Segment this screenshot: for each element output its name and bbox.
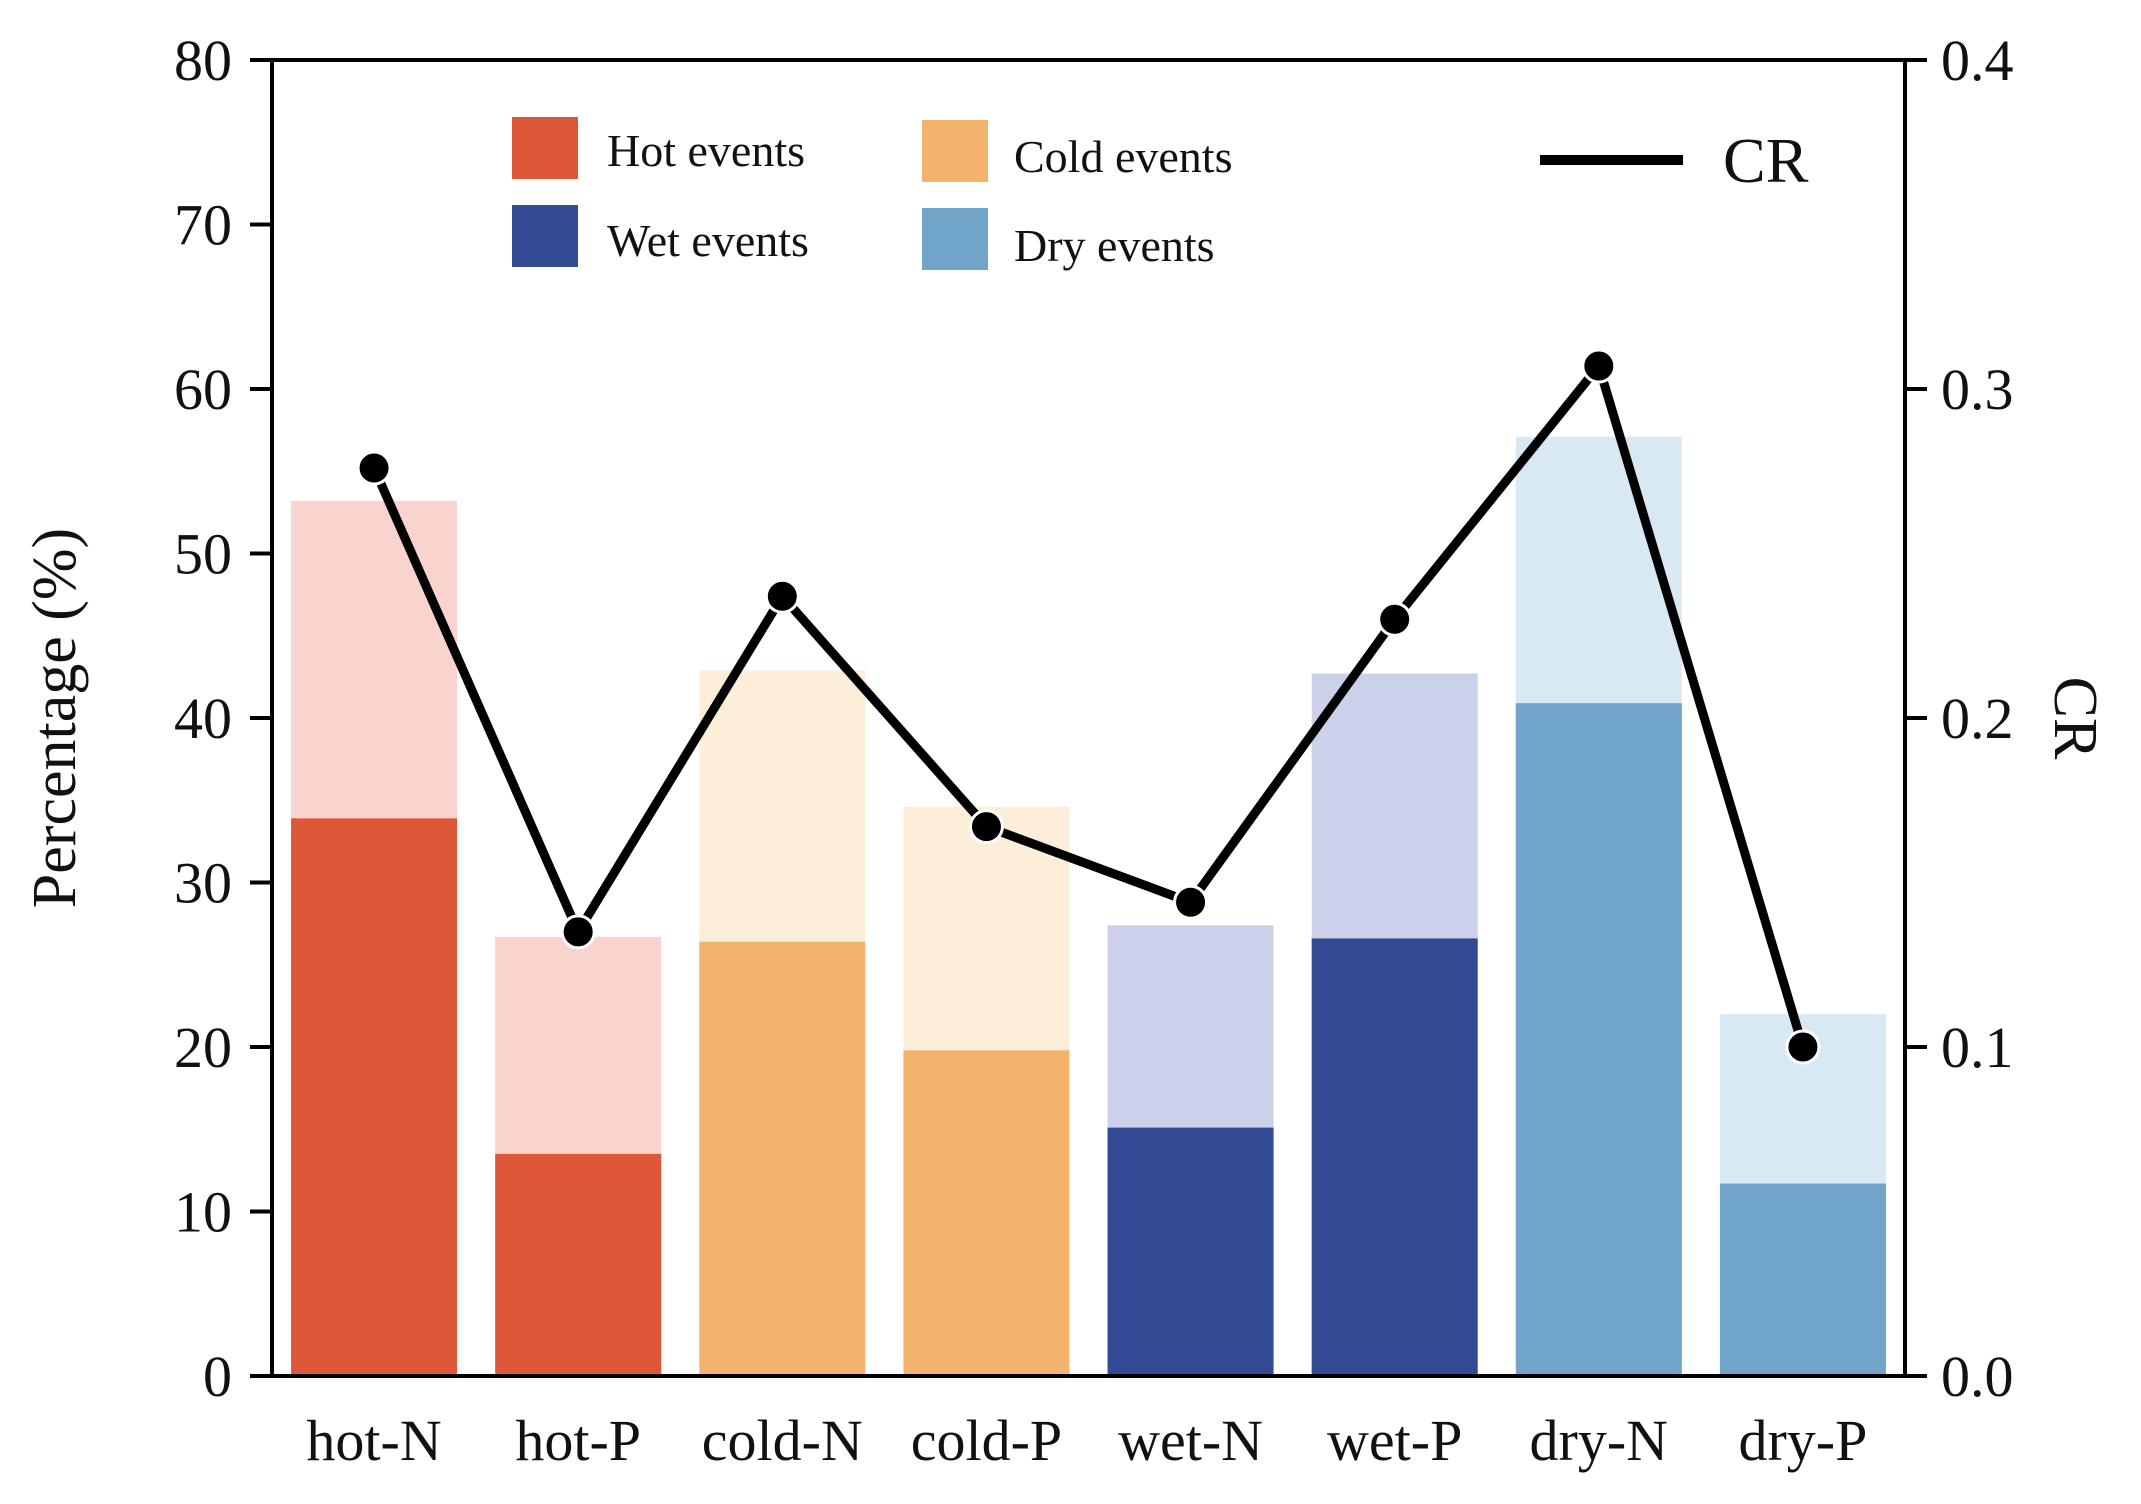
y2-tick-label: 0.1 (1941, 1015, 2014, 1080)
y-tick-label: 30 (174, 851, 232, 916)
y-axis-title: Percentage (%) (21, 528, 89, 908)
y-tick-label: 0 (203, 1344, 232, 1409)
cr-point-hot-P (560, 914, 596, 950)
legend-label-dry: Dry events (1014, 220, 1215, 271)
x-tick-label: wet-N (1118, 1408, 1263, 1473)
right-axis: 0.0 0.1 0.2 0.3 0.4 (1905, 28, 2014, 1409)
cr-point-dry-N (1581, 348, 1617, 384)
cr-point-dry-P (1785, 1029, 1821, 1065)
legend-swatch-dry (922, 208, 988, 270)
bar-compound-wet-N (1107, 1127, 1274, 1376)
cr-point-cold-N (764, 578, 800, 614)
legend: Hot events Cold events Wet events Dry ev… (512, 117, 1809, 271)
x-tick-label: hot-N (306, 1408, 441, 1473)
bar-compound-wet-P (1311, 938, 1478, 1376)
cr-point-wet-N (1173, 884, 1209, 920)
bar-compound-dry-N (1515, 703, 1682, 1376)
x-tick-label: dry-N (1530, 1408, 1669, 1473)
y-tick-label: 60 (174, 357, 232, 422)
cr-line (369, 361, 1808, 1049)
cr-point-wet-P (1377, 601, 1413, 637)
x-tick-label: cold-P (911, 1408, 1062, 1473)
y-tick-label: 20 (174, 1015, 232, 1080)
legend-swatch-cold (922, 120, 988, 182)
cr-line-series (356, 348, 1821, 1065)
x-tick-label: dry-P (1738, 1408, 1867, 1473)
x-tick-label: hot-P (515, 1408, 641, 1473)
x-tick-label: cold-N (702, 1408, 863, 1473)
y2-tick-label: 0.2 (1941, 686, 2014, 751)
y2-tick-label: 0.3 (1941, 357, 2014, 422)
legend-label-wet: Wet events (607, 215, 809, 266)
x-axis: hot-N hot-P cold-N cold-P wet-N wet-P dry-N dry… (306, 1408, 1867, 1473)
dark-bars (291, 703, 1886, 1376)
legend-swatch-hot (512, 117, 578, 179)
y2-tick-label: 0.0 (1941, 1344, 2014, 1409)
x-tick-label: wet-P (1327, 1408, 1462, 1473)
y2-axis-title: CR (2041, 677, 2109, 760)
cr-point-hot-N (356, 450, 392, 486)
y2-tick-label: 0.4 (1941, 28, 2014, 93)
legend-label-hot: Hot events (607, 125, 805, 176)
y-tick-label: 80 (174, 28, 232, 93)
y-tick-label: 70 (174, 193, 232, 258)
left-axis: 0 10 20 30 40 50 60 70 80 (174, 28, 272, 1409)
legend-swatch-wet (512, 205, 578, 267)
y-tick-label: 40 (174, 686, 232, 751)
bar-compound-dry-P (1719, 1183, 1886, 1376)
legend-label-cr: CR (1723, 125, 1809, 196)
bar-compound-hot-P (495, 1153, 662, 1376)
bar-compound-hot-N (291, 818, 458, 1376)
cr-point-cold-P (968, 809, 1004, 845)
bar-compound-cold-N (699, 941, 866, 1376)
bar-compound-cold-P (903, 1050, 1070, 1376)
legend-label-cold: Cold events (1014, 131, 1232, 182)
y-tick-label: 50 (174, 522, 232, 587)
y-tick-label: 10 (174, 1180, 232, 1245)
